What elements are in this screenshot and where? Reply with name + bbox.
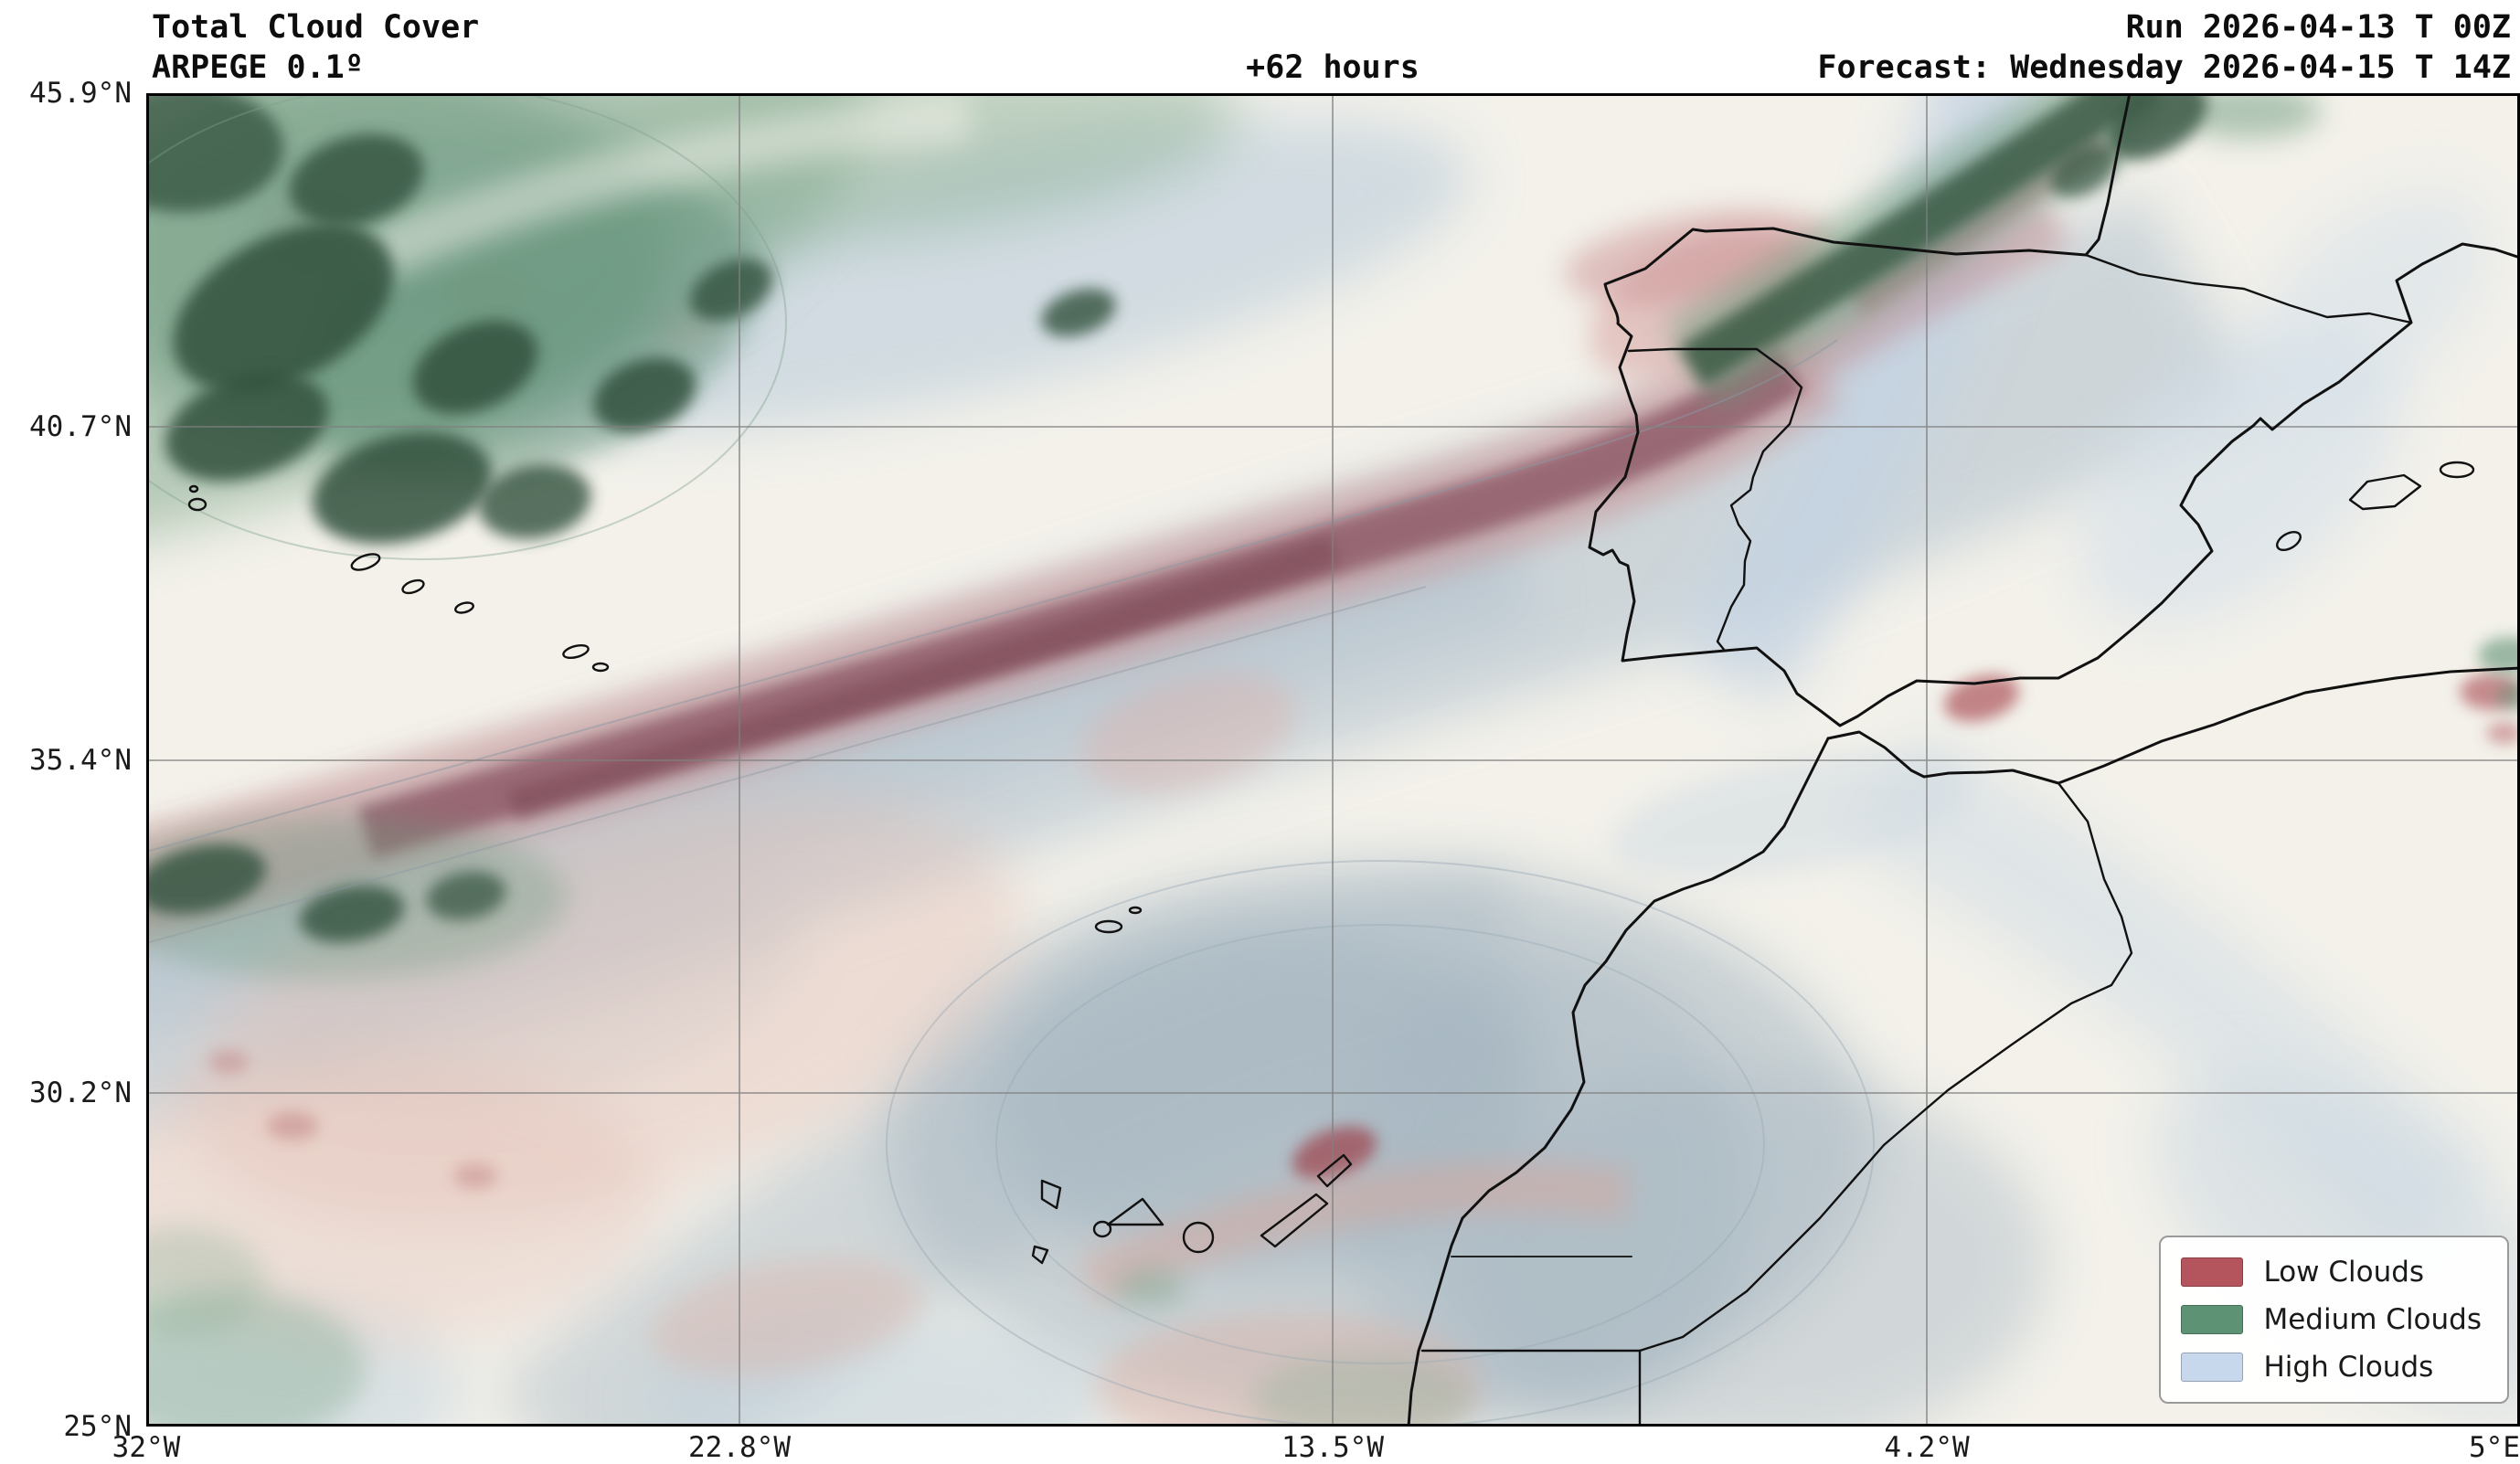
- low-clouds-label: Low Clouds: [2263, 1256, 2425, 1289]
- page-title: Total Cloud Cover: [152, 9, 480, 46]
- islands: [187, 461, 2475, 1265]
- lon-tick-0: 32°W: [112, 1431, 181, 1464]
- lon-tick-4: 5°E: [2469, 1431, 2520, 1464]
- lat-tick-0: 45.9°N: [29, 77, 132, 110]
- map-border: [146, 93, 2520, 1427]
- lon-tick-1: 22.8°W: [688, 1431, 791, 1464]
- map-canvas: [146, 93, 2520, 1427]
- lat-tick-4: 25°N: [63, 1410, 132, 1443]
- lead-time-label: +62 hours: [1246, 49, 1419, 86]
- high-clouds-swatch: [2181, 1353, 2244, 1382]
- coastlines: [1407, 93, 2520, 1427]
- legend-item-high: High Clouds: [2181, 1351, 2482, 1384]
- lat-tick-3: 30.2°N: [29, 1077, 132, 1109]
- lon-tick-2: 13.5°W: [1281, 1431, 1384, 1464]
- contour-accents: [146, 93, 1875, 1427]
- run-label: Run 2026-04-13 T 00Z: [2125, 9, 2511, 46]
- lat-tick-1: 40.7°N: [29, 410, 132, 443]
- low-clouds-swatch: [2181, 1257, 2244, 1287]
- clouds-medium-dense-layer: [146, 93, 2207, 943]
- medium-clouds-swatch: [2181, 1305, 2244, 1334]
- legend-item-low: Low Clouds: [2181, 1256, 2482, 1289]
- gridlines: [146, 93, 2520, 1427]
- lon-tick-3: 4.2°W: [1884, 1431, 1970, 1464]
- legend: Low Clouds Medium Clouds High Clouds: [2159, 1236, 2509, 1404]
- medium-clouds-label: Medium Clouds: [2263, 1303, 2482, 1336]
- lat-tick-2: 35.4°N: [29, 744, 132, 777]
- model-label: ARPEGE 0.1º: [152, 49, 364, 86]
- weather-map-svg: [146, 93, 2520, 1427]
- legend-item-medium: Medium Clouds: [2181, 1303, 2482, 1336]
- forecast-label: Forecast: Wednesday 2026-04-15 T 14Z: [1817, 49, 2511, 86]
- high-clouds-label: High Clouds: [2263, 1351, 2434, 1384]
